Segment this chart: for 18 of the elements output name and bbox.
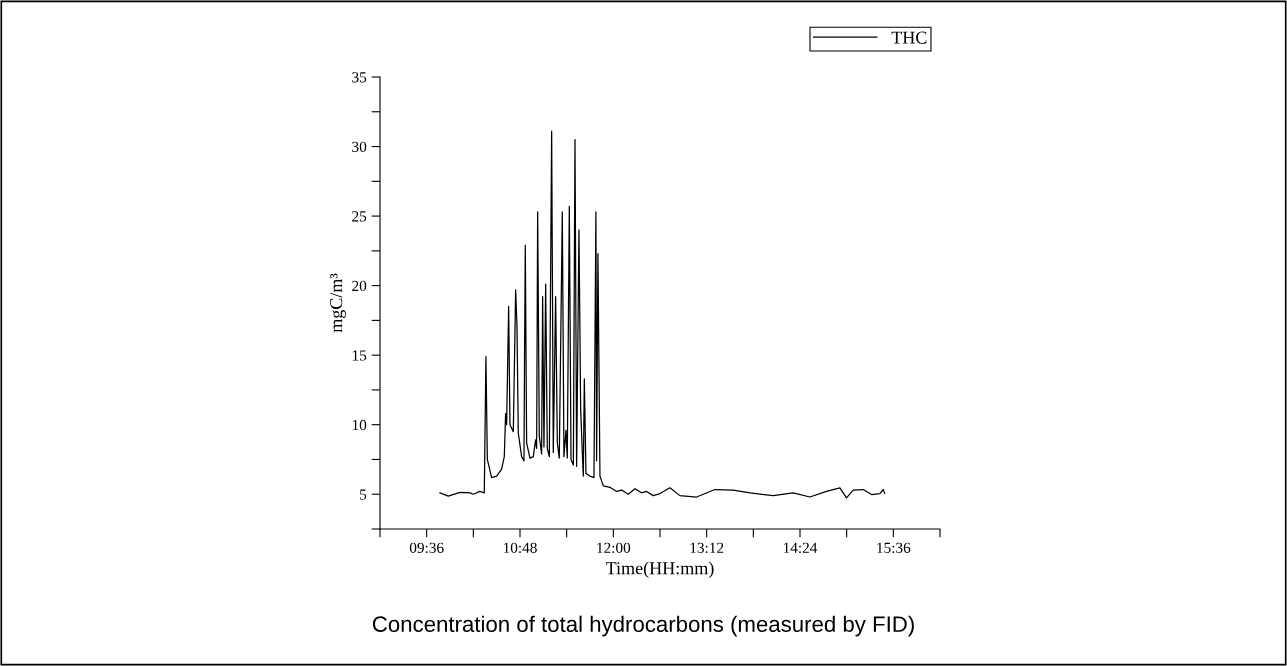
y-tick-label: 25	[352, 211, 367, 222]
x-tick-label: 15:36	[877, 542, 911, 554]
x-tick-label: 10:48	[503, 542, 537, 554]
x-tick-label: 09:36	[409, 542, 444, 554]
x-axis-title: Time(HH:mm)	[605, 561, 714, 578]
text: Concentration of total hydrocarbons (measured by FID)	[372, 615, 914, 637]
y-tick-label: 30	[352, 141, 367, 152]
x-tick-label: 14:24	[783, 542, 818, 554]
y-tick-label: 35	[352, 72, 367, 83]
y-axis-title: mgC/m³	[330, 273, 346, 333]
y-tick-label: 20	[352, 280, 367, 292]
x-tick-label: 13:12	[690, 542, 724, 554]
x-tick-label: 12:00	[597, 542, 631, 554]
line-series	[439, 130, 886, 499]
y-tick-label: 15	[352, 350, 367, 361]
y-tick-label: 5	[360, 489, 367, 500]
y-tick-label: 10	[352, 419, 367, 431]
legend-label: THC	[891, 31, 927, 44]
